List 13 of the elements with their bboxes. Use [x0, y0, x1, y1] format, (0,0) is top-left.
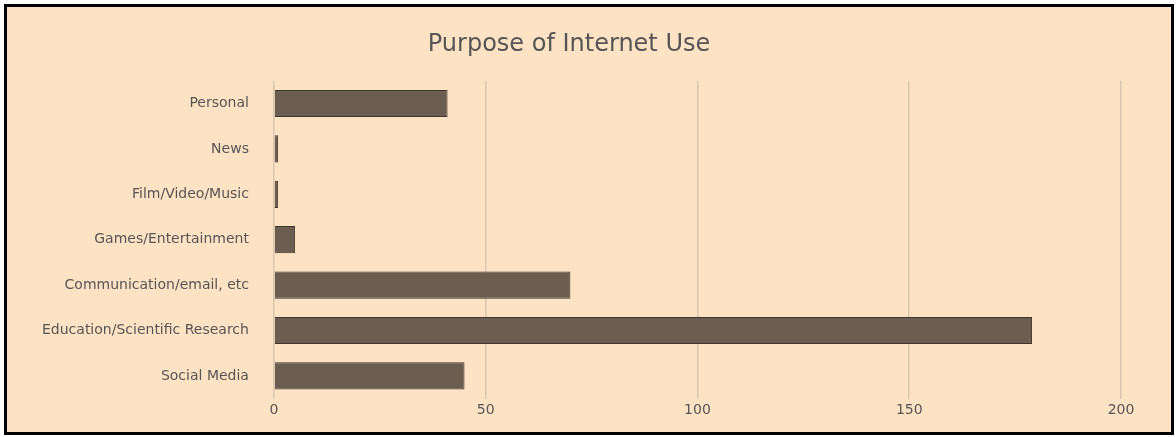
- y-tick-label: Games/Entertainment: [94, 230, 250, 247]
- y-tick-label: Film/Video/Music: [131, 184, 249, 201]
- x-tick-label: 0: [269, 400, 279, 417]
- y-tick-label: Communication/email, etc: [64, 275, 249, 292]
- x-tick-label: 150: [895, 400, 923, 417]
- y-tick-label: Personal: [189, 94, 249, 111]
- y-tick-label: News: [211, 139, 249, 156]
- chart-title: Purpose of Internet Use: [427, 28, 711, 57]
- x-tick-label: 200: [1107, 400, 1135, 417]
- y-tick-label: Social Media: [160, 366, 249, 383]
- x-tick-label: 100: [684, 400, 711, 417]
- x-tick-label: 50: [476, 400, 495, 417]
- y-tick-label: Education/Scientific Research: [42, 321, 249, 338]
